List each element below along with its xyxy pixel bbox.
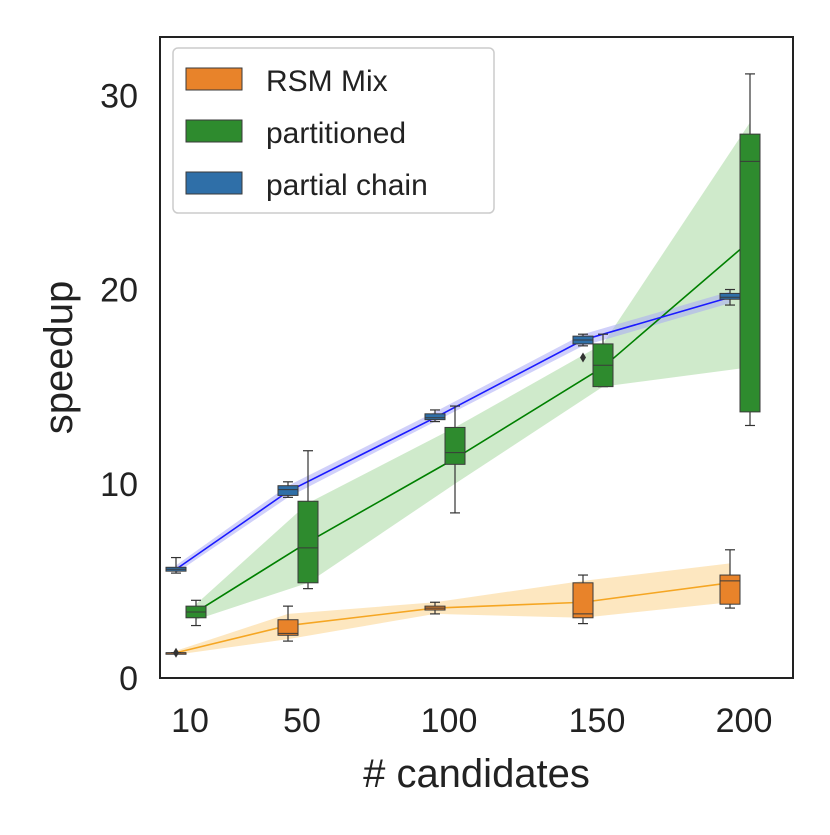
x-tick-label: 10 bbox=[171, 702, 209, 740]
x-tick-label: 150 bbox=[569, 702, 626, 740]
x-tick-label: 50 bbox=[283, 702, 321, 740]
legend-items: RSM Mix partitioned partial chain bbox=[185, 65, 428, 202]
partitioned-box-50 bbox=[297, 450, 319, 590]
legend-label: RSM Mix bbox=[266, 65, 388, 98]
box-plots bbox=[165, 73, 761, 658]
legend-item: partial chain bbox=[185, 169, 428, 202]
partial-chain-box-50 bbox=[277, 481, 299, 498]
legend-label: partitioned bbox=[266, 117, 406, 150]
rsm-mix-box-100 bbox=[424, 601, 446, 615]
outlier-marker bbox=[173, 647, 179, 658]
partitioned-band bbox=[196, 122, 750, 620]
rsm-mix-box-50 bbox=[277, 605, 299, 642]
iqr-box bbox=[572, 582, 594, 619]
x-axis-label: # candidates bbox=[363, 752, 590, 796]
legend: RSM Mix partitioned partial chain bbox=[172, 47, 495, 214]
partitioned-box-10 bbox=[185, 599, 207, 627]
iqr-box bbox=[424, 413, 446, 421]
legend-item: RSM Mix bbox=[185, 65, 388, 98]
iqr-box bbox=[719, 574, 741, 605]
legend-item: partitioned bbox=[185, 117, 406, 150]
partial-chain-box-10 bbox=[165, 556, 187, 574]
rsm-mix-box-10 bbox=[165, 647, 187, 658]
partitioned-box-150 bbox=[592, 333, 614, 388]
outlier-marker bbox=[580, 352, 586, 363]
iqr-box bbox=[444, 426, 466, 465]
partitioned-box-100 bbox=[444, 405, 466, 514]
legend-frame bbox=[172, 47, 495, 214]
x-tick-label: 100 bbox=[421, 702, 478, 740]
y-tick-label: 20 bbox=[100, 272, 138, 310]
iqr-box bbox=[297, 500, 319, 584]
axis-ticks: 0 10 20 30 10 50 100 150 200 bbox=[100, 77, 772, 740]
legend-swatch bbox=[185, 119, 243, 143]
x-tick-label: 200 bbox=[716, 702, 773, 740]
y-tick-label: 0 bbox=[119, 660, 138, 698]
y-tick-label: 30 bbox=[100, 77, 138, 115]
partitioned-box-200 bbox=[739, 73, 761, 427]
rsm-mix-box-150 bbox=[572, 574, 594, 625]
partial-chain-box-200 bbox=[719, 288, 741, 306]
iqr-box bbox=[277, 485, 299, 496]
legend-swatch bbox=[185, 67, 243, 91]
partial-chain-box-100 bbox=[424, 409, 446, 423]
y-tick-label: 10 bbox=[100, 466, 138, 504]
iqr-box bbox=[277, 619, 299, 636]
legend-label: partial chain bbox=[266, 169, 428, 202]
iqr-box bbox=[719, 292, 741, 300]
y-axis-label: speedup bbox=[37, 281, 81, 434]
legend-swatch bbox=[185, 171, 243, 195]
partial-chain-box-150 bbox=[572, 333, 594, 363]
rsm-mix-box-200 bbox=[719, 549, 741, 609]
plot-frame bbox=[159, 36, 794, 679]
iqr-box bbox=[739, 133, 761, 413]
